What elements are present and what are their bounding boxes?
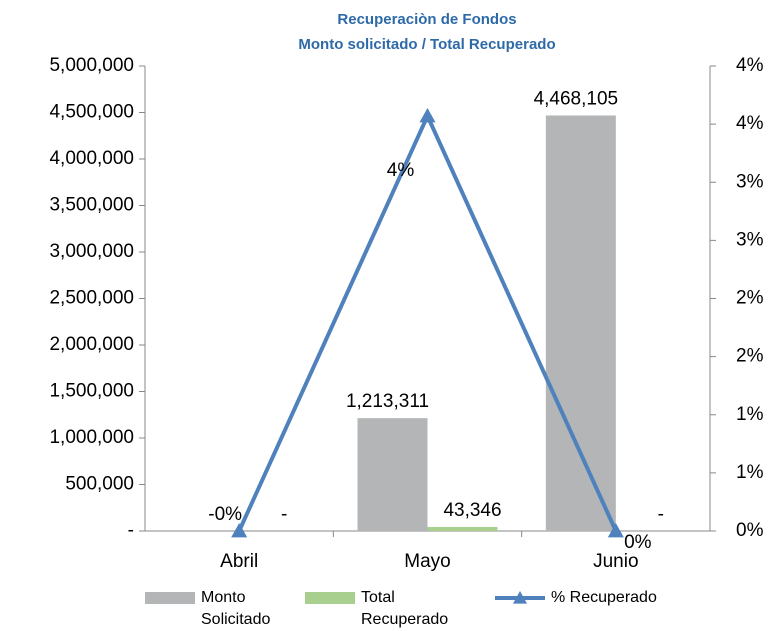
legend-label: Total Recuperado [361,589,449,628]
data-label: - [281,504,287,525]
y2-tick-label: 3% [736,229,764,250]
bar [357,418,428,531]
y-tick-label: 2,000,000 [49,334,134,355]
x-tick-label: Junio [593,551,638,572]
y2-tick-label: 1% [736,404,764,425]
marker [419,107,436,123]
legend-label: Monto Solicitado [201,589,271,628]
y2-tick-label: 1% [736,462,764,483]
y-tick-label: 3,500,000 [49,195,134,216]
marker [231,523,248,538]
y2-tick-label: 2% [736,346,764,367]
x-tick-label: Abril [220,551,258,572]
y2-tick-label: 4% [736,55,764,76]
chart-title: Recuperaciòn de Fondos [337,11,516,28]
y-tick-label: 1,000,000 [49,427,134,448]
data-label: -0% [208,504,242,525]
y2-tick-label: 2% [736,288,764,309]
chart-subtitle: Monto solicitado / Total Recuperado [298,36,555,53]
data-label: 1,213,311 [346,391,429,412]
y-tick-label: 5,000,000 [49,55,134,76]
y-tick-label: 1,500,000 [49,381,134,402]
legend-swatch [145,592,195,604]
y-tick-label: 4,500,000 [49,102,134,123]
bar [427,526,498,531]
data-label: 4% [387,160,415,181]
y-tick-label: 4,000,000 [49,148,134,169]
y-tick-label: 3,000,000 [49,241,134,262]
x-tick-label: Mayo [404,551,450,572]
data-label: 43,346 [443,500,501,521]
marker [607,523,624,538]
data-label: - [658,504,664,525]
y-tick-label: 2,500,000 [49,288,134,309]
y2-tick-label: 0% [736,520,764,541]
legend-swatch [305,592,355,604]
legend-marker [513,591,527,604]
y-tick-label: - [128,520,134,541]
bar [545,115,616,531]
y2-tick-label: 3% [736,171,764,192]
y2-tick-label: 4% [736,113,764,134]
data-label: 4,468,105 [534,88,619,109]
data-label: 0% [624,532,652,553]
legend-label: % Recuperado [551,589,657,606]
y-tick-label: 500,000 [65,474,134,495]
